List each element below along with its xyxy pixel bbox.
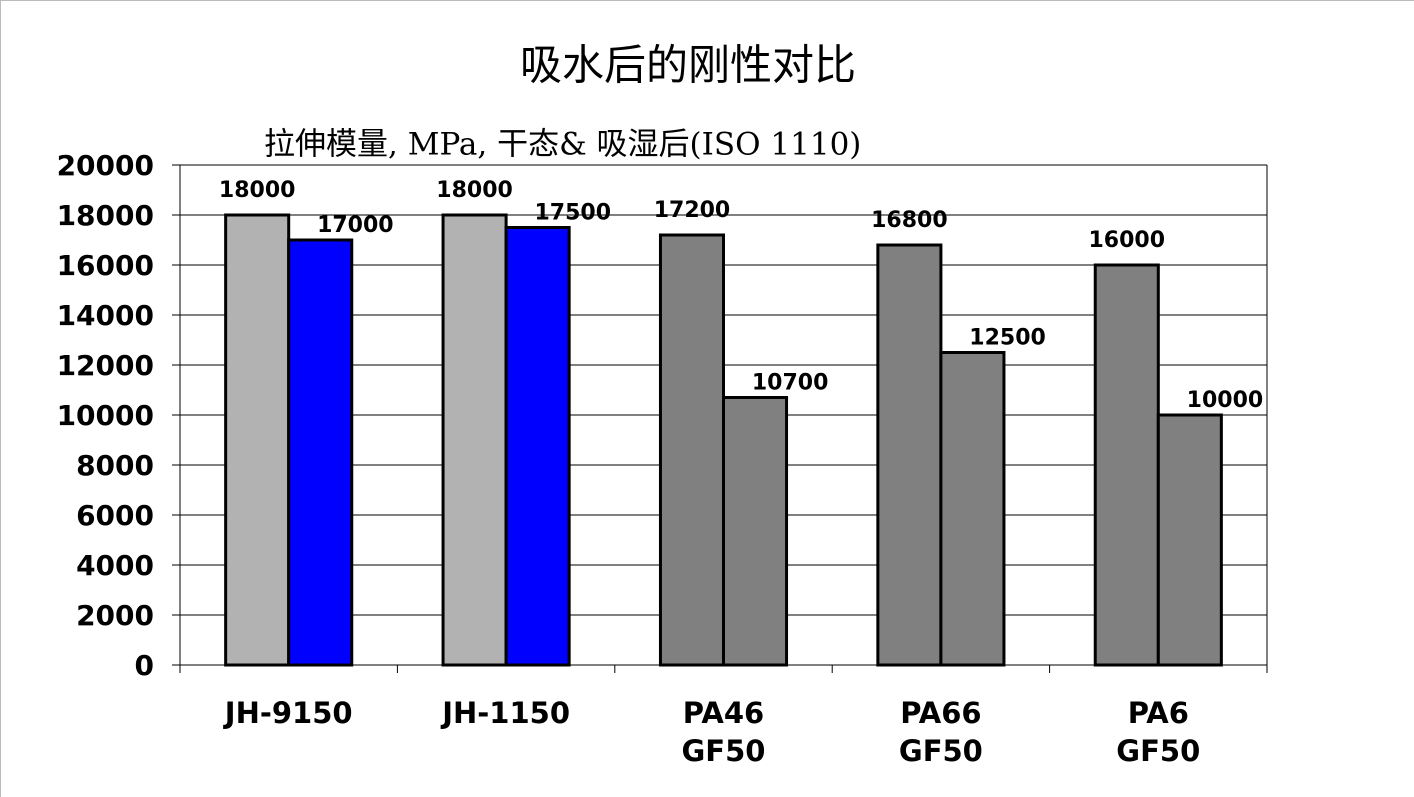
bar <box>441 213 508 667</box>
x-tick-label: PA66 GF50 <box>898 696 983 768</box>
value-label: 18000 <box>219 178 296 203</box>
y-tick-label: 6000 <box>76 499 154 532</box>
bar <box>1156 413 1223 667</box>
x-tick-label: JH-1150 <box>442 696 570 730</box>
y-tick-label: 18000 <box>57 199 154 232</box>
y-tick-label: 10000 <box>57 399 154 432</box>
y-tick-label: 12000 <box>57 349 154 382</box>
y-tick-label: 0 <box>135 649 154 682</box>
y-tick-label: 2000 <box>76 599 154 632</box>
x-tick-label: JH-9150 <box>224 696 353 730</box>
chart-subtitle: 拉伸模量, MPa, 干态& 吸湿后(ISO 1110) <box>264 127 861 163</box>
value-label: 16000 <box>1089 228 1166 253</box>
value-label: 10000 <box>1187 388 1264 413</box>
bar <box>658 233 725 667</box>
bar <box>287 238 354 667</box>
bar <box>722 396 789 667</box>
chart-title: 吸水后的刚性对比 <box>520 41 856 90</box>
value-label: 17500 <box>534 201 611 226</box>
bar <box>504 226 571 667</box>
bar <box>939 351 1006 667</box>
y-tick-label: 4000 <box>76 549 154 582</box>
value-label: 12500 <box>969 326 1046 351</box>
x-tick-label: PA6 GF50 <box>1116 696 1201 768</box>
value-label: 17200 <box>654 198 731 223</box>
y-tick-label: 20000 <box>57 149 154 182</box>
value-label: 18000 <box>436 178 513 203</box>
value-label: 17000 <box>317 213 394 238</box>
y-tick-label: 16000 <box>57 249 154 282</box>
x-tick-label: PA46 GF50 <box>681 696 766 768</box>
bar <box>224 213 291 667</box>
value-label: 10700 <box>752 371 829 396</box>
bar <box>876 243 943 667</box>
value-label: 16800 <box>871 208 948 233</box>
y-tick-label: 14000 <box>57 299 154 332</box>
bar <box>1093 263 1160 667</box>
y-tick-label: 8000 <box>76 449 154 482</box>
